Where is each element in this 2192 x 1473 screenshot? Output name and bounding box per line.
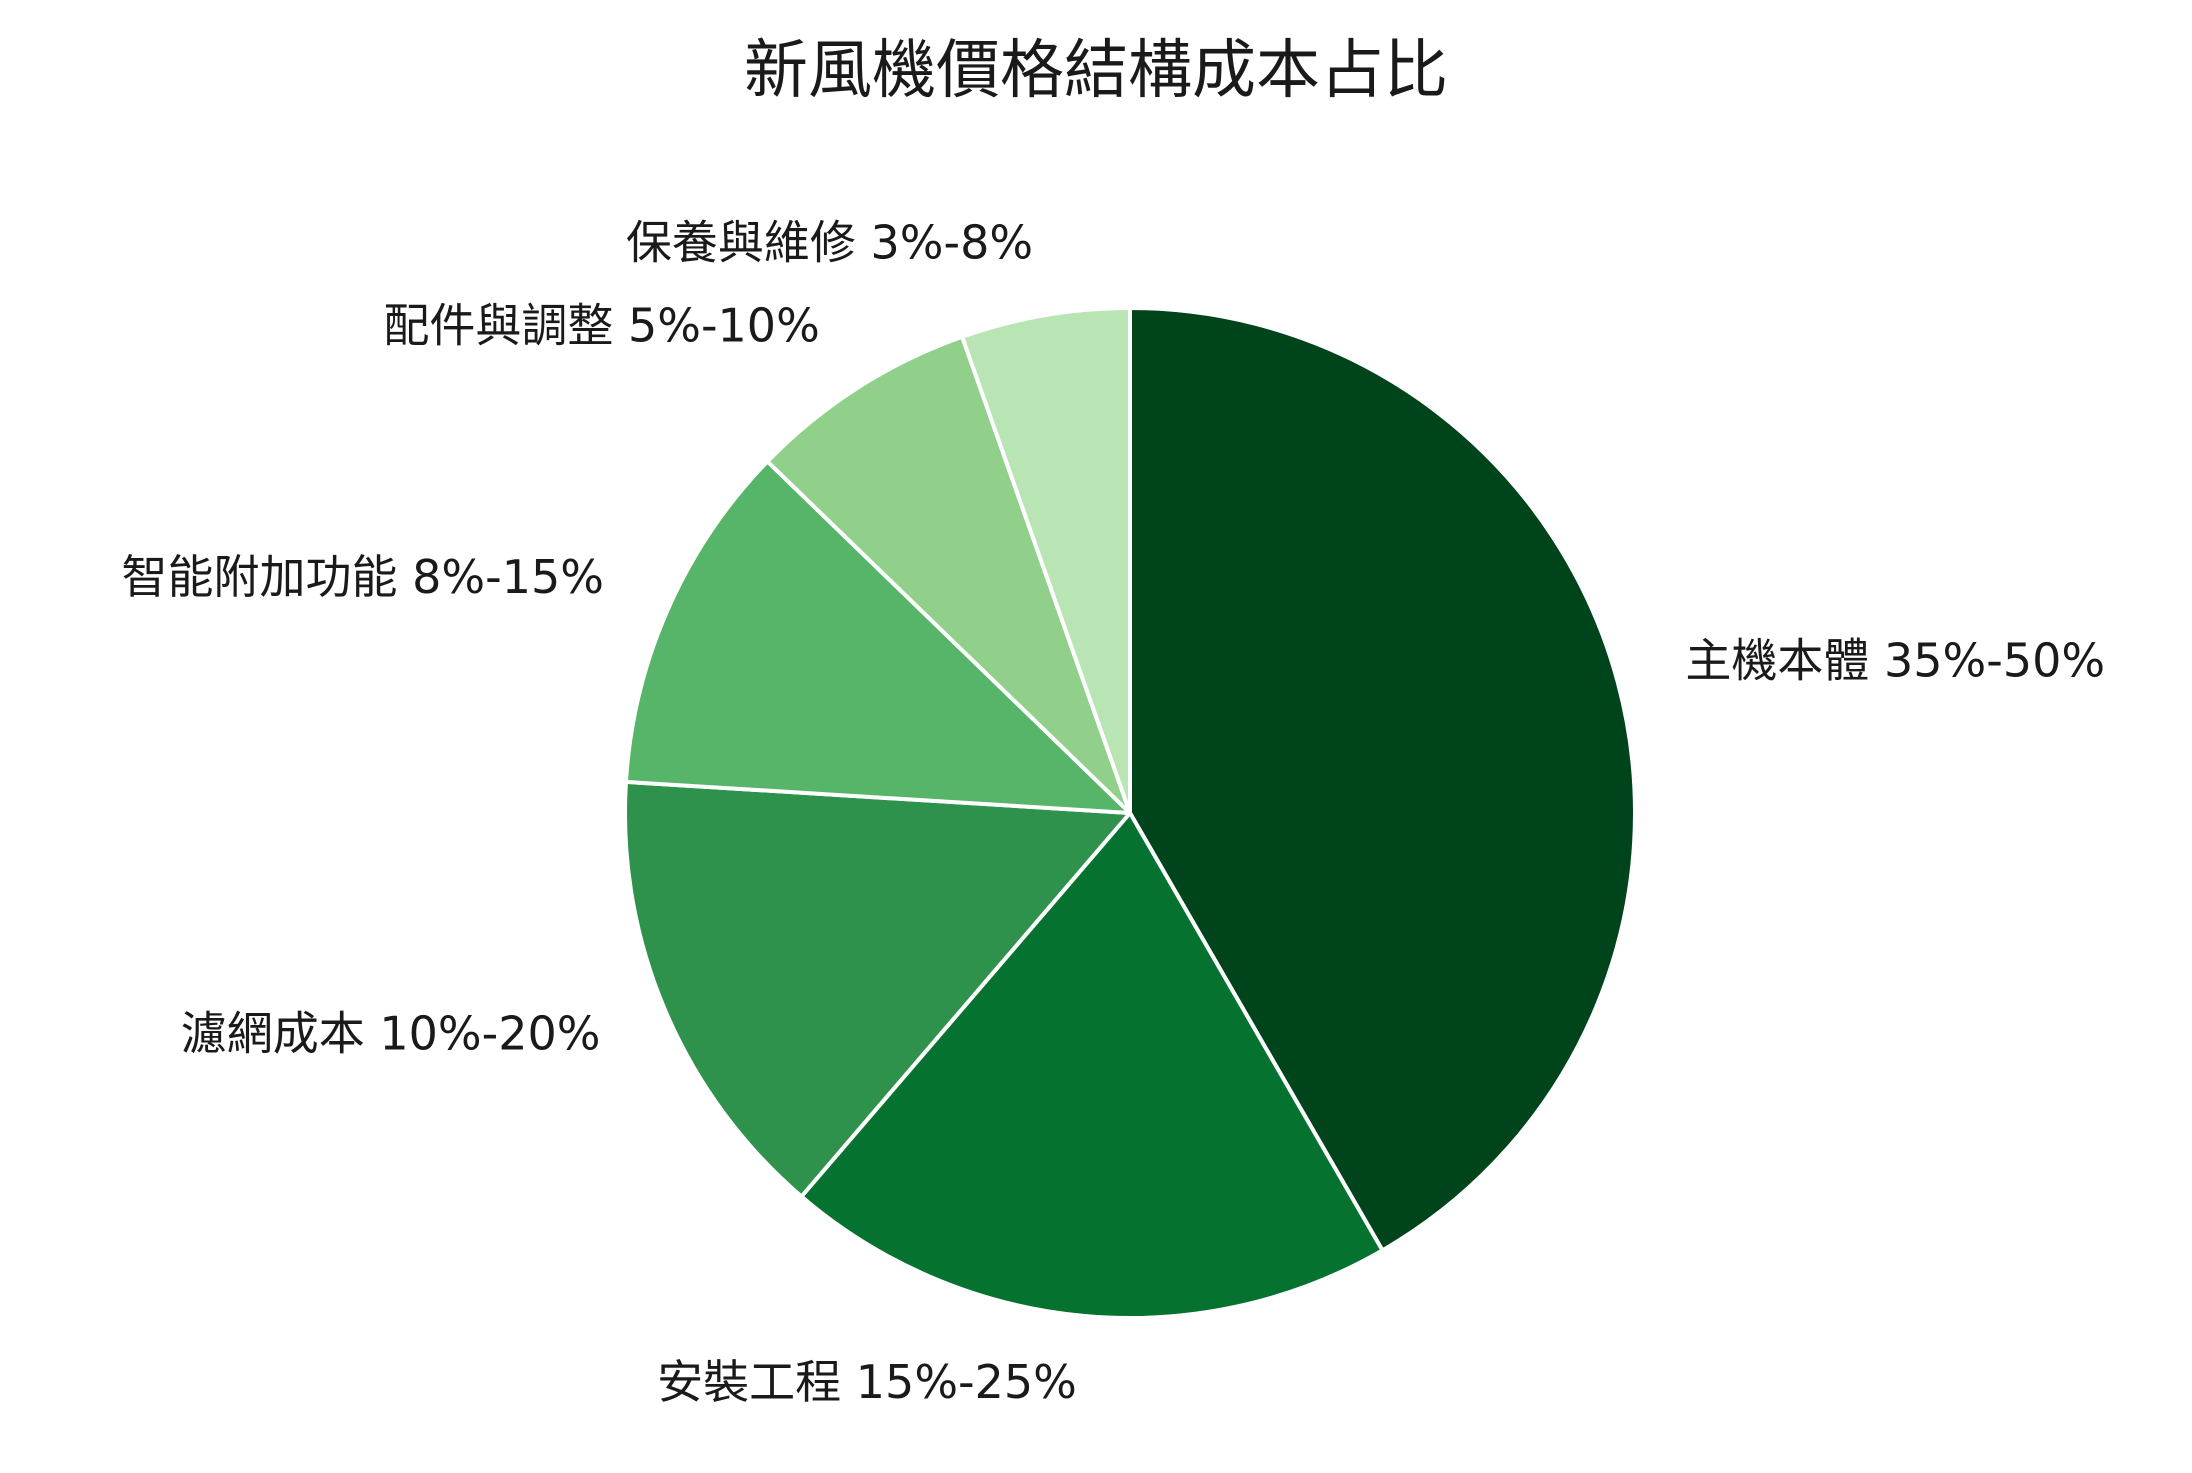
pie-slice-label-5: 保養與維修 3%-8% <box>626 216 1033 270</box>
pie-slice-0 <box>1128 306 1637 1253</box>
pie-slice-3 <box>623 459 1132 815</box>
pie-slice-4 <box>765 334 1132 815</box>
pie-slice-2 <box>623 779 1132 1199</box>
pie-slice-label-0: 主機本體 35%-50% <box>1685 634 2105 688</box>
pie-slice-label-1: 安裝工程 15%-25% <box>657 1355 1077 1409</box>
pie-slice-1 <box>799 811 1385 1320</box>
pie-slice-label-4: 配件與調整 5%-10% <box>383 298 819 352</box>
pie-labels: 主機本體 35%-50% 安裝工程 15%-25% 濾網成本 10%-20% 智能附加… <box>122 216 2106 1409</box>
pie-slices <box>623 306 1637 1320</box>
pie-slice-5 <box>960 306 1132 815</box>
pie-slice-label-3: 智能附加功能 8%-15% <box>122 550 604 604</box>
chart-title: 新風機價格結構成本占比 <box>744 34 1448 108</box>
pie-slice-label-2: 濾網成本 10%-20% <box>181 1007 601 1061</box>
